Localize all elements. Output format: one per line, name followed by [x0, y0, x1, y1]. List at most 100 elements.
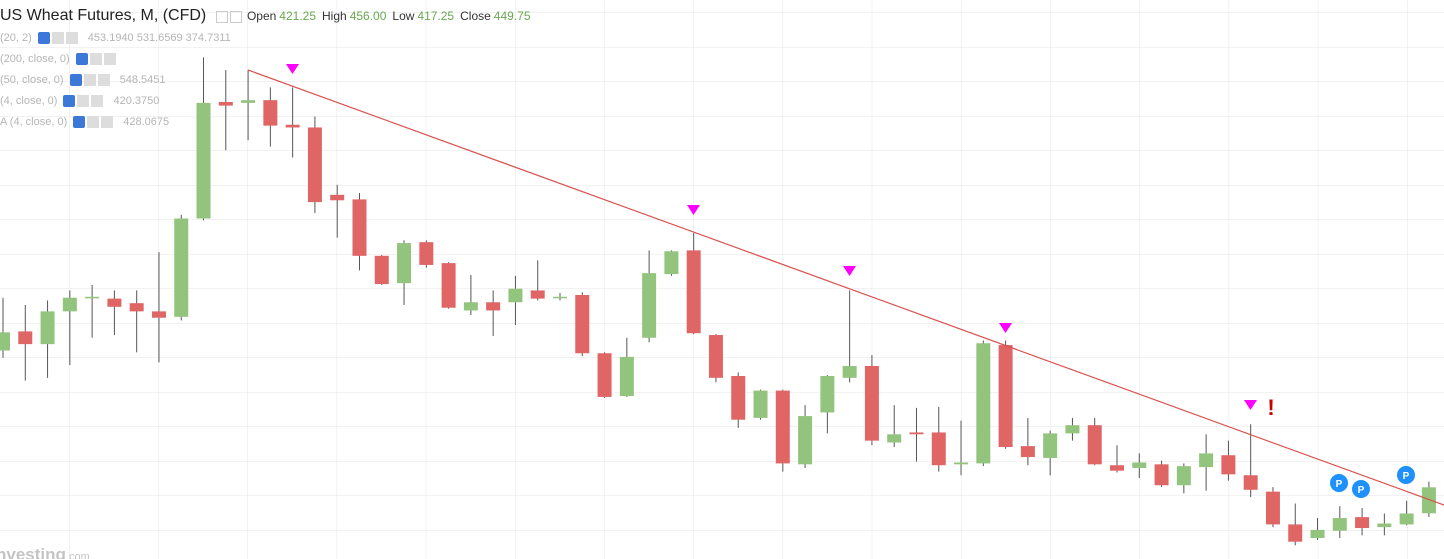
candle-body [1176, 466, 1191, 486]
candle-body [976, 343, 991, 464]
candle-body [1243, 475, 1258, 490]
candle-body [62, 297, 77, 312]
candle-body [218, 101, 233, 106]
ohlc-label: High [322, 9, 347, 23]
ohlc-value: 449.75 [493, 9, 531, 23]
gear-icon[interactable] [77, 95, 90, 108]
down-marker [286, 64, 299, 74]
candle-body [575, 294, 590, 354]
down-marker [999, 323, 1012, 333]
candle-body [1043, 433, 1058, 458]
candle-body [820, 376, 835, 413]
pivot-badge [1352, 480, 1370, 498]
indicator-values: 420.3750 [113, 95, 160, 107]
candle-body [597, 353, 612, 397]
candle-body [174, 218, 189, 317]
candle-body [285, 124, 300, 128]
candle-body [40, 311, 55, 345]
close-icon[interactable] [65, 32, 78, 45]
candle-body [1399, 513, 1414, 525]
close-icon[interactable] [97, 74, 110, 87]
candle-body [1110, 465, 1124, 471]
candle-body [887, 434, 902, 443]
candle-body [1020, 446, 1035, 458]
candle-body [842, 365, 857, 378]
pivot-badge [1330, 474, 1348, 492]
candle-body [931, 432, 946, 466]
candle-body [753, 390, 768, 418]
eye-icon[interactable] [37, 32, 50, 45]
candle-body [909, 432, 924, 435]
candle-body [107, 298, 122, 307]
candle-body [397, 243, 412, 284]
candle-body [664, 251, 679, 275]
eye-icon[interactable] [75, 53, 88, 66]
ohlc-label: Low [392, 9, 415, 23]
indicator-params: (20, 2) [0, 32, 32, 44]
candle-body [463, 302, 478, 311]
candle-body [553, 296, 567, 299]
icon[interactable] [215, 10, 228, 23]
ohlc-label: Open [246, 9, 277, 23]
candle-body [1355, 517, 1370, 529]
gear-icon[interactable] [87, 116, 100, 129]
pivot-label: P [1403, 471, 1410, 482]
candle-body [998, 345, 1013, 448]
signal-markers [286, 64, 1257, 410]
ohlc-value: 417.25 [417, 9, 455, 23]
icon[interactable] [229, 10, 242, 23]
candle-body [954, 462, 969, 465]
candle-body [1310, 529, 1325, 539]
candle-body [1065, 425, 1080, 434]
gear-icon[interactable] [89, 53, 102, 66]
watermark: nvesting.com [0, 545, 90, 559]
close-icon[interactable] [103, 53, 116, 66]
candle-body [151, 311, 166, 318]
candle-body [307, 127, 322, 203]
candle-body [263, 100, 278, 126]
candle-body [330, 194, 345, 201]
gear-icon[interactable] [51, 32, 64, 45]
pivot-badge [1397, 466, 1415, 484]
indicator-row: (50, close, 0) 548.5451 [0, 74, 166, 87]
candle-body [241, 100, 256, 103]
indicator-params: (4, close, 0) [0, 95, 58, 107]
candle-body [85, 296, 100, 299]
eye-icon[interactable] [69, 74, 82, 87]
eye-icon[interactable] [73, 116, 86, 129]
chart-title: US Wheat Futures, M, (CFD) [0, 7, 207, 24]
candle-body [196, 102, 211, 219]
pivot-markers: P P P [1330, 466, 1415, 498]
watermark-brand: nvesting [0, 545, 66, 559]
close-icon[interactable] [101, 116, 114, 129]
indicator-values: 548.5451 [119, 74, 166, 86]
down-marker [1244, 400, 1257, 410]
candle-body [1199, 453, 1214, 468]
ohlc-label: Close [460, 9, 491, 23]
candle-body [0, 332, 10, 351]
candle-body [798, 416, 813, 465]
indicator-params: A (4, close, 0) [0, 116, 68, 128]
candle-body [1132, 462, 1147, 468]
indicator-params: (50, close, 0) [0, 74, 64, 86]
candle-body [1288, 524, 1303, 542]
indicator-row: (4, close, 0) 420.3750 [0, 95, 160, 108]
candle-body [486, 302, 501, 311]
gear-icon[interactable] [83, 74, 96, 87]
candle-body [1265, 491, 1280, 525]
candle-body [1154, 464, 1169, 486]
candle-body [1377, 523, 1392, 528]
candle-body [731, 376, 746, 420]
candle-body [1221, 455, 1236, 475]
candle-body [1087, 425, 1102, 465]
ohlc-value: 456.00 [349, 9, 387, 23]
candle-body [508, 288, 523, 303]
close-icon[interactable] [91, 95, 104, 108]
eye-icon[interactable] [63, 95, 76, 108]
indicator-params: (200, close, 0) [0, 53, 70, 65]
chart-header: US Wheat Futures, M, (CFD) Open 421.25 Hig… [0, 7, 537, 25]
indicator-row: A (4, close, 0) 428.0675 [0, 116, 169, 129]
indicator-values: 453.1940 531.6569 374.7311 [87, 32, 231, 44]
